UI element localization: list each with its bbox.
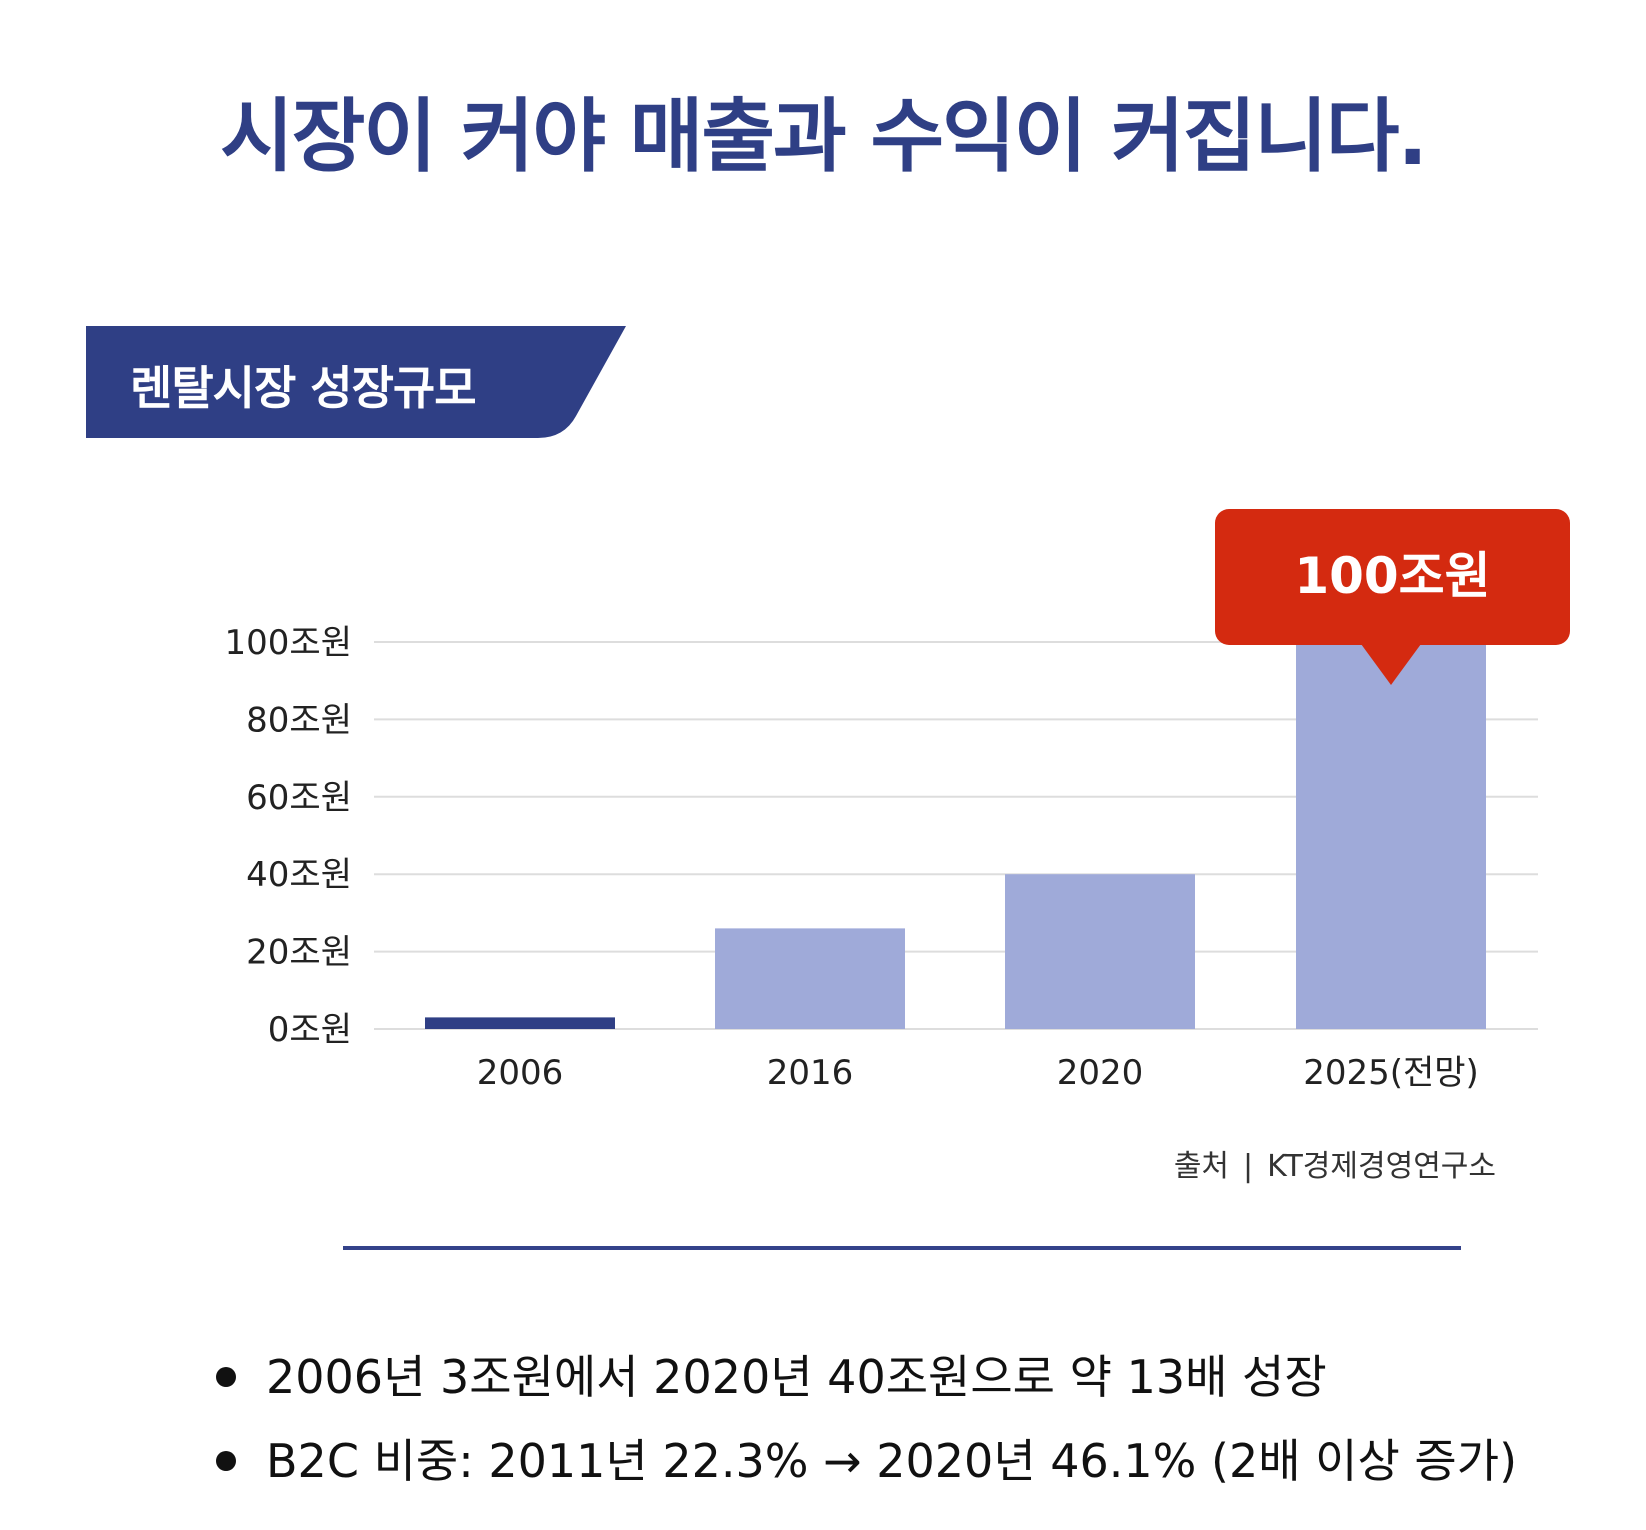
page-title: 시장이 커야 매출과 수익이 커집니다. bbox=[220, 90, 1428, 183]
callout-box bbox=[1215, 509, 1570, 645]
bar bbox=[1296, 642, 1486, 1029]
section-banner-shape bbox=[86, 326, 626, 438]
divider bbox=[343, 1246, 1461, 1250]
x-tick-label: 2020 bbox=[1057, 1053, 1144, 1093]
bar bbox=[715, 928, 905, 1029]
y-tick-label: 60조원 bbox=[246, 778, 352, 818]
bullet-text: B2C 비중: 2011년 22.3% → 2020년 46.1% (2배 이상… bbox=[266, 1434, 1518, 1488]
section-label: 렌탈시장 성장규모 bbox=[130, 361, 477, 415]
bar bbox=[1005, 874, 1195, 1029]
bar-chart: 0조원 20조원 40조원 60조원 80조원 100조원 2006 2016 2020 2025… bbox=[225, 509, 1570, 1093]
bullet-list: 2006년 3조원에서 2020년 40조원으로 약 13배 성장 B2C 비중… bbox=[200, 1335, 1517, 1503]
source-label: 출처 bbox=[1173, 1149, 1230, 1184]
callout-label: 100조원 bbox=[1294, 547, 1490, 605]
y-tick-label: 0조원 bbox=[268, 1010, 352, 1050]
source-name: KT경제경영연구소 bbox=[1267, 1149, 1496, 1184]
bullet-item: 2006년 3조원에서 2020년 40조원으로 약 13배 성장 bbox=[200, 1335, 1517, 1419]
bullet-dot bbox=[216, 1451, 236, 1471]
y-tick-label: 40조원 bbox=[246, 855, 352, 895]
source-separator: | bbox=[1243, 1149, 1254, 1184]
y-tick-label: 80조원 bbox=[246, 700, 352, 740]
bullet-text: 2006년 3조원에서 2020년 40조원으로 약 13배 성장 bbox=[266, 1350, 1327, 1404]
source-note: 출처 | KT경제경영연구소 bbox=[1174, 1141, 1496, 1185]
bar bbox=[425, 1017, 615, 1029]
section-banner: 렌탈시장 성장규모 bbox=[86, 326, 626, 438]
x-tick-label: 2025(전망) bbox=[1303, 1053, 1479, 1093]
callout-pointer bbox=[1361, 644, 1421, 685]
bullet-item: B2C 비중: 2011년 22.3% → 2020년 46.1% (2배 이상… bbox=[200, 1419, 1517, 1503]
x-tick-label: 2016 bbox=[767, 1053, 854, 1093]
bullet-dot bbox=[216, 1367, 236, 1387]
y-tick-label: 20조원 bbox=[246, 933, 352, 973]
x-tick-label: 2006 bbox=[477, 1053, 564, 1093]
y-tick-label: 100조원 bbox=[225, 623, 352, 663]
